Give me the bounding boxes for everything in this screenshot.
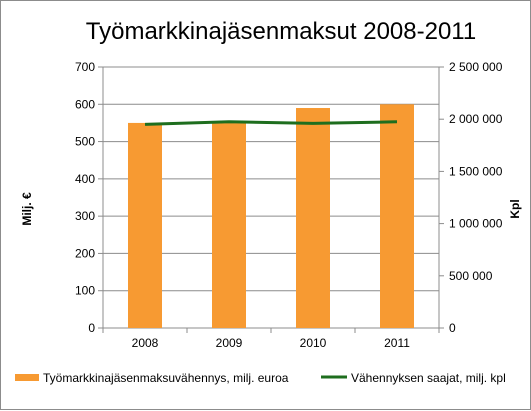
y-axis-label: Milj. € — [20, 192, 34, 226]
y2-tick-label: 1 500 000 — [449, 164, 503, 178]
bar — [212, 122, 246, 328]
bar — [296, 108, 330, 328]
y-tick-label: 600 — [75, 97, 95, 111]
y-tick-label: 200 — [75, 246, 95, 260]
legend-label-bars: Työmarkkinajäsenmaksuvähennys, milj. eur… — [43, 371, 289, 385]
y2-tick-label: 2 500 000 — [449, 60, 503, 74]
y2-tick-label: 0 — [449, 321, 456, 335]
y-tick-label: 700 — [75, 60, 95, 74]
series-line — [144, 120, 398, 126]
y-tick-label: 400 — [75, 172, 95, 186]
legend-label-line: Vähennyksen saajat, milj. kpl — [351, 371, 506, 385]
legend-swatch-bars — [15, 374, 39, 381]
plot-area: 0 100 200 300 400 500 600 700 0 500 000 1 000 000 1… — [75, 60, 503, 350]
chart-title: Työmarkkinajäsenmaksut 2008-2011 — [86, 18, 476, 45]
x-tick-label: 2008 — [132, 336, 159, 350]
y2-axis-label: Kpl — [508, 199, 522, 218]
x-tick-label: 2010 — [300, 336, 327, 350]
y2-tick-label: 500 000 — [449, 269, 493, 283]
y-tick-label: 100 — [75, 284, 95, 298]
y-tick-label: 0 — [88, 321, 95, 335]
y-tick-label: 300 — [75, 209, 95, 223]
bar — [128, 122, 162, 328]
x-tick-label: 2011 — [384, 336, 410, 350]
y2-tick-label: 1 000 000 — [449, 217, 503, 231]
bar — [380, 104, 414, 329]
x-tick-label: 2009 — [216, 336, 243, 350]
y-tick-label: 500 — [75, 135, 95, 149]
y2-tick-label: 2 000 000 — [449, 112, 503, 126]
legend: Työmarkkinajäsenmaksuvähennys, milj. eur… — [15, 371, 506, 385]
